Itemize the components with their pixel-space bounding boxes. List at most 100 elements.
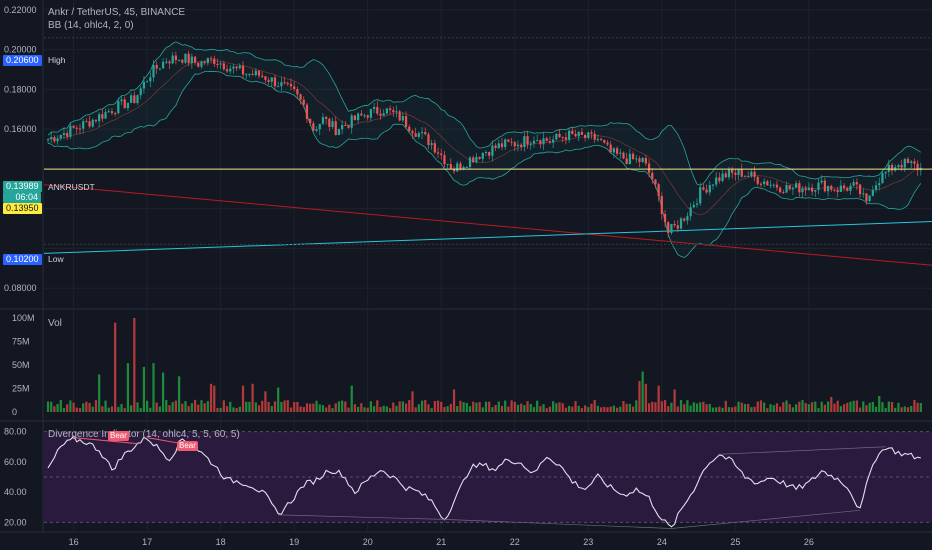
candle-body — [165, 61, 168, 63]
volume-bar — [158, 406, 162, 412]
candle-body — [251, 73, 254, 76]
volume-bar — [193, 399, 197, 412]
volume-bar — [619, 406, 622, 412]
ticker-label-text: ANKRUSDT — [48, 182, 95, 192]
candle-body — [890, 164, 894, 171]
candle-body — [158, 68, 162, 70]
volume-bar — [785, 400, 788, 412]
candle-body — [625, 158, 628, 165]
osc-axis-tick: 80.00 — [4, 427, 27, 437]
candle-body — [197, 62, 200, 67]
candle-body — [395, 111, 398, 113]
candle-body — [593, 133, 596, 140]
candle-body — [852, 182, 855, 186]
candle-body — [353, 115, 357, 121]
volume-bar — [494, 404, 497, 412]
candle-body — [628, 153, 631, 165]
candle-body — [98, 114, 101, 122]
volume-bar — [184, 401, 187, 412]
candle-body — [574, 133, 577, 137]
bb-indicator-legend[interactable]: BB (14, ohlc4, 2, 0) — [48, 20, 134, 31]
volume-bar — [209, 383, 213, 412]
candle-body — [446, 164, 449, 166]
volume-bar — [273, 401, 277, 412]
candle-body — [833, 189, 836, 191]
volume-bar — [142, 366, 146, 412]
candle-body — [238, 65, 241, 69]
candle-body — [379, 113, 382, 116]
candle-body — [72, 125, 75, 128]
volume-bar — [568, 405, 571, 412]
volume-bar — [363, 407, 366, 412]
candle-body — [123, 99, 126, 109]
candle-body — [820, 180, 823, 183]
volume-bar — [395, 405, 398, 412]
candle-body — [114, 113, 117, 115]
volume-bar — [420, 400, 424, 412]
candle-body — [465, 166, 468, 168]
candle-body — [724, 173, 727, 178]
candle-body — [264, 76, 267, 80]
volume-bar — [577, 405, 580, 412]
candle-body — [740, 169, 743, 177]
candle-body — [695, 203, 699, 205]
volume-bar — [756, 401, 759, 412]
candle-body — [644, 157, 647, 164]
volume-bar — [197, 404, 200, 412]
volume-bar — [721, 407, 724, 412]
candle-body — [552, 139, 555, 143]
candle-body — [145, 81, 149, 83]
candle-body — [66, 133, 69, 137]
volume-bar — [475, 402, 478, 412]
candle-body — [753, 171, 756, 177]
volume-bar — [481, 407, 484, 412]
volume-bar — [897, 402, 900, 412]
volume-bar — [763, 402, 766, 412]
candle-body — [171, 55, 174, 64]
candle-body — [241, 65, 245, 75]
volume-bar — [200, 400, 203, 412]
low-price-badge: 0.10200 — [3, 254, 42, 265]
volume-bar — [900, 407, 903, 412]
low-label-text: Low — [48, 254, 64, 264]
divergence-indicator-legend[interactable]: Divergence Indicator (14, ohlc4, 5, 5, 6… — [48, 429, 240, 440]
volume-bar — [702, 401, 705, 412]
volume-label[interactable]: Vol — [48, 318, 62, 329]
time-axis-label: 24 — [657, 537, 667, 547]
volume-bar — [804, 403, 807, 412]
volume-axis-tick: 75M — [12, 337, 30, 347]
volume-bar — [842, 404, 846, 412]
volume-bar — [622, 401, 625, 412]
candle-body — [235, 66, 238, 69]
volume-bar — [689, 405, 692, 412]
candle-body — [810, 187, 814, 192]
volume-bar — [94, 400, 98, 412]
candle-body — [599, 139, 603, 141]
volume-bar — [798, 401, 801, 412]
candle-body — [651, 172, 654, 180]
candle-body — [513, 142, 516, 147]
volume-bar — [491, 407, 494, 412]
volume-bar — [692, 402, 695, 412]
candle-body — [823, 180, 827, 192]
volume-bar — [341, 400, 344, 412]
volume-bar — [532, 407, 536, 412]
time-axis-label: 18 — [216, 537, 226, 547]
candle-body — [88, 121, 91, 127]
volume-bar — [708, 403, 711, 412]
candle-body — [577, 131, 580, 137]
volume-bar — [647, 403, 651, 412]
volume-bar — [561, 403, 564, 412]
volume-bar — [734, 406, 737, 412]
volume-bar — [107, 407, 110, 412]
volume-bar — [826, 401, 830, 412]
candle-body — [842, 185, 846, 189]
candle-body — [635, 158, 638, 160]
candle-body — [110, 111, 114, 114]
volume-bar — [654, 402, 657, 412]
candle-body — [107, 111, 110, 113]
bear-divergence-line — [147, 437, 183, 445]
candle-body — [296, 89, 299, 95]
candle-body — [193, 56, 197, 63]
